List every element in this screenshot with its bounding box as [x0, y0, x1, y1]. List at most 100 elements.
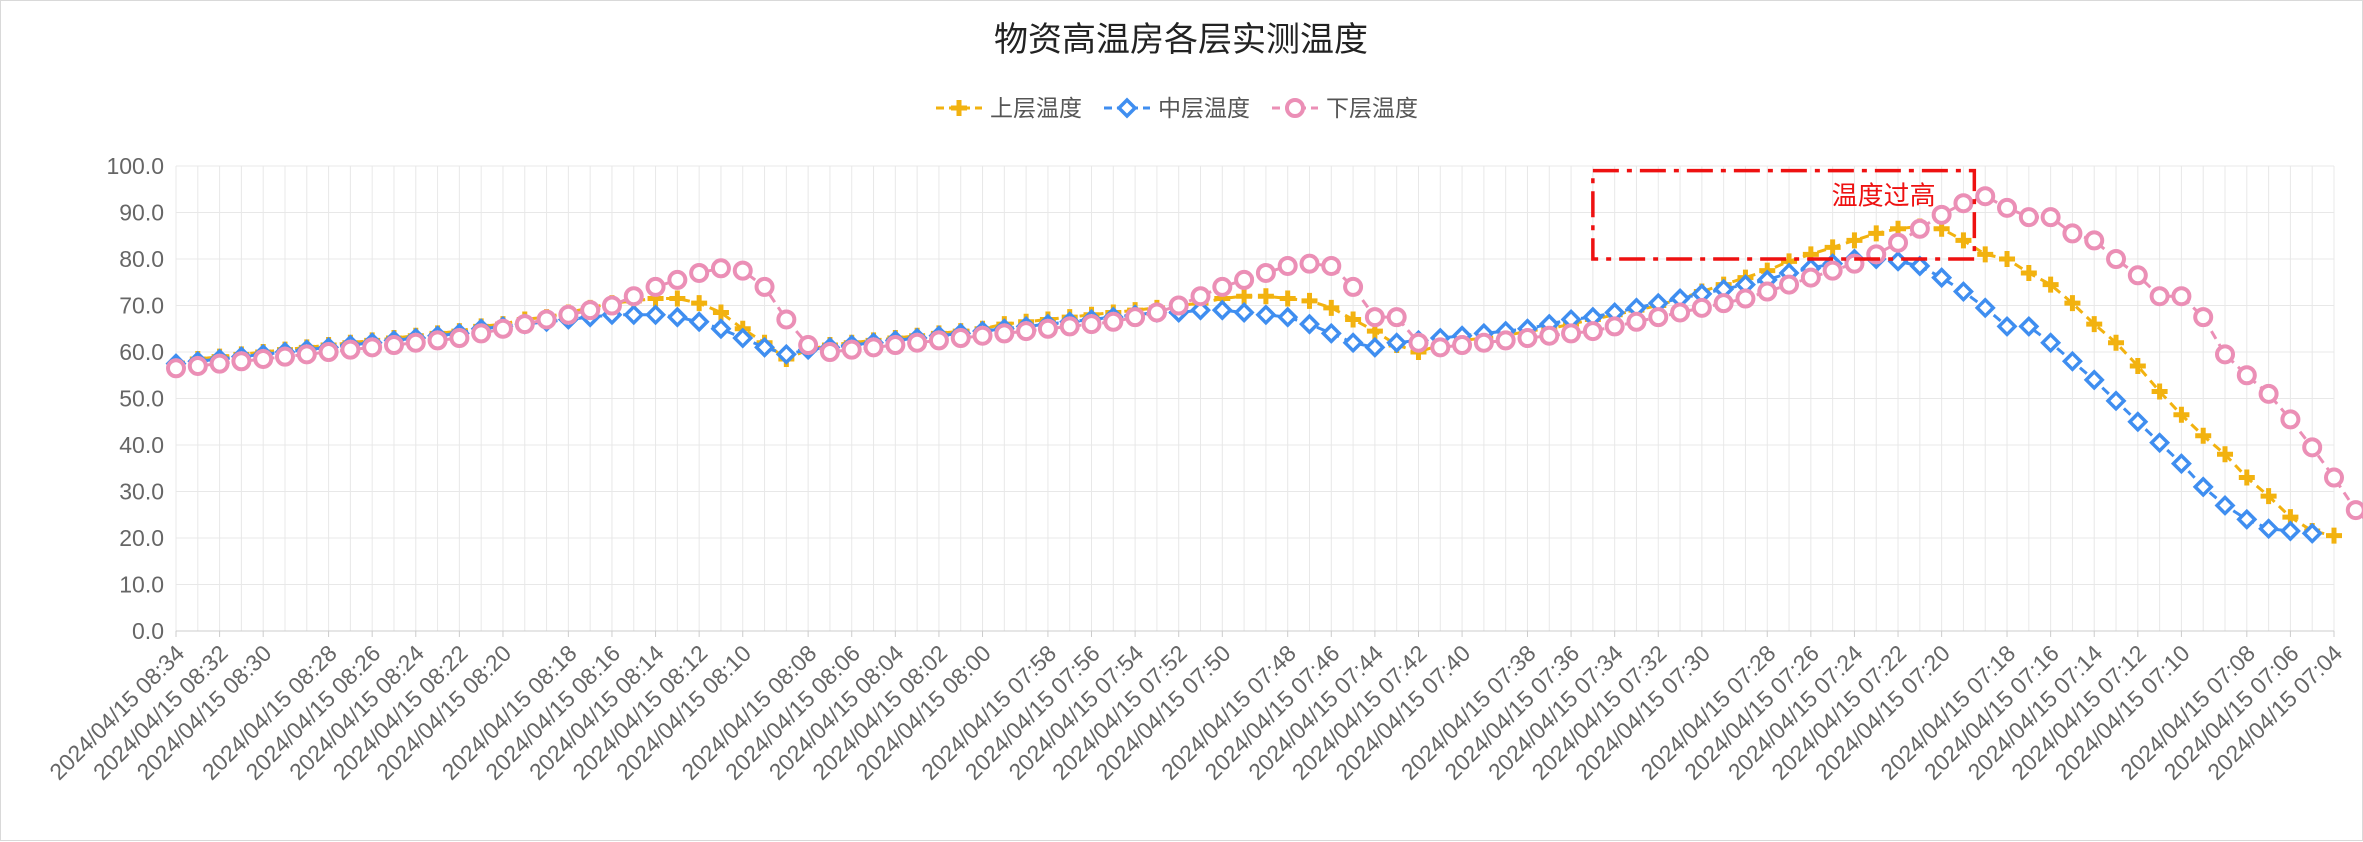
- data-point-lower: [1059, 316, 1080, 337]
- data-point-upper: [1323, 299, 1340, 316]
- data-point-middle: [666, 306, 688, 328]
- data-point-lower: [471, 323, 492, 344]
- data-point-middle: [2301, 522, 2323, 544]
- data-point-middle: [732, 327, 754, 349]
- data-point-lower: [449, 328, 470, 349]
- data-point-middle: [1190, 299, 1211, 321]
- data-point-lower: [2280, 409, 2301, 430]
- data-point-lower: [1975, 186, 1996, 207]
- data-point-middle: [2083, 369, 2105, 391]
- data-point-lower: [1888, 232, 1909, 253]
- data-point-lower: [645, 276, 666, 297]
- annotation-box: [1591, 168, 1977, 261]
- data-point-middle: [1299, 313, 1320, 335]
- data-point-lower: [1561, 323, 1582, 344]
- data-point-middle: [2061, 350, 2083, 372]
- data-point-lower: [754, 276, 775, 297]
- y-tick-label: 40.0: [119, 432, 164, 458]
- data-point-lower: [514, 314, 535, 335]
- data-point-upper: [1846, 232, 1863, 249]
- data-point-upper: [2217, 446, 2234, 463]
- data-point-lower: [1255, 262, 1276, 283]
- data-point-middle: [1996, 315, 2018, 337]
- data-point-lower: [1364, 307, 1385, 328]
- data-point-upper: [1345, 311, 1362, 328]
- data-point-lower: [1822, 260, 1843, 281]
- data-point-lower: [928, 330, 949, 351]
- legend-marker-lower: [1285, 98, 1305, 118]
- data-point-upper: [2173, 406, 2190, 423]
- data-point-lower: [994, 323, 1015, 344]
- data-point-upper: [1236, 288, 1253, 305]
- data-point-middle: [1277, 306, 1299, 328]
- data-point-middle: [2192, 476, 2214, 498]
- data-point-lower: [1582, 321, 1603, 342]
- data-point-lower: [274, 346, 295, 367]
- legend-item-lower[interactable]: 下层温度: [1272, 96, 1418, 122]
- data-point-lower: [2018, 207, 2039, 228]
- y-tick-label: 70.0: [119, 293, 164, 319]
- data-point-middle: [710, 318, 732, 340]
- data-point-upper: [669, 290, 686, 307]
- legend-item-upper[interactable]: 上层温度: [936, 96, 1082, 122]
- data-point-lower: [1408, 332, 1429, 353]
- data-point-lower: [2127, 265, 2148, 286]
- data-point-upper: [1824, 239, 1841, 256]
- data-point-middle: [775, 343, 797, 365]
- y-tick-label: 20.0: [119, 525, 164, 551]
- data-point-lower: [427, 330, 448, 351]
- data-point-lower: [1190, 286, 1211, 307]
- data-point-lower: [798, 335, 819, 356]
- data-point-upper: [2042, 276, 2059, 293]
- data-point-lower: [2215, 344, 2236, 365]
- data-point-lower: [362, 337, 383, 358]
- data-point-lower: [863, 337, 884, 358]
- data-point-middle: [2279, 520, 2301, 542]
- y-tick-label: 0.0: [132, 618, 164, 644]
- data-point-middle: [1211, 299, 1233, 321]
- data-point-lower: [972, 325, 993, 346]
- data-point-lower: [907, 332, 928, 353]
- data-point-lower: [885, 335, 906, 356]
- legend-item-middle[interactable]: 中层温度: [1104, 96, 1250, 122]
- data-point-lower: [776, 309, 797, 330]
- data-point-lower: [1386, 307, 1407, 328]
- data-point-upper: [1301, 292, 1318, 309]
- data-point-lower: [2302, 437, 2323, 458]
- data-point-upper: [1257, 288, 1274, 305]
- data-point-middle: [1887, 250, 1909, 272]
- data-point-lower: [1997, 197, 2018, 218]
- data-point-lower: [1103, 311, 1124, 332]
- data-point-lower: [1604, 316, 1625, 337]
- data-point-middle: [2018, 315, 2040, 337]
- data-point-lower: [253, 348, 274, 369]
- chart-legend[interactable]: 上层温度 中层温度 下层温度: [936, 96, 1418, 122]
- data-point-lower: [1125, 307, 1146, 328]
- data-point-lower: [1779, 274, 1800, 295]
- data-point-lower: [1539, 325, 1560, 346]
- data-point-lower: [2324, 467, 2344, 488]
- data-point-lower: [2345, 500, 2363, 521]
- data-point-lower: [209, 353, 230, 374]
- data-point-lower: [1713, 293, 1734, 314]
- y-tick-label: 50.0: [119, 386, 164, 412]
- data-point-middle: [2105, 390, 2127, 412]
- data-point-lower: [1452, 335, 1473, 356]
- data-point-upper: [2151, 383, 2168, 400]
- data-point-upper: [691, 295, 708, 312]
- data-point-lower: [318, 342, 339, 362]
- data-point-lower: [1016, 321, 1037, 342]
- high-temperature-annotation: 温度过高: [1591, 168, 1977, 261]
- data-point-upper: [1955, 232, 1972, 249]
- data-point-middle: [754, 336, 776, 358]
- data-point-lower: [1495, 330, 1516, 351]
- data-point-lower: [492, 318, 513, 339]
- data-point-upper: [2020, 264, 2037, 281]
- data-point-lower: [732, 260, 753, 281]
- data-point-lower: [1430, 337, 1451, 358]
- data-point-upper: [2064, 295, 2081, 312]
- data-point-lower: [819, 342, 840, 362]
- legend-marker-upper: [951, 100, 967, 116]
- data-point-middle: [1255, 304, 1277, 326]
